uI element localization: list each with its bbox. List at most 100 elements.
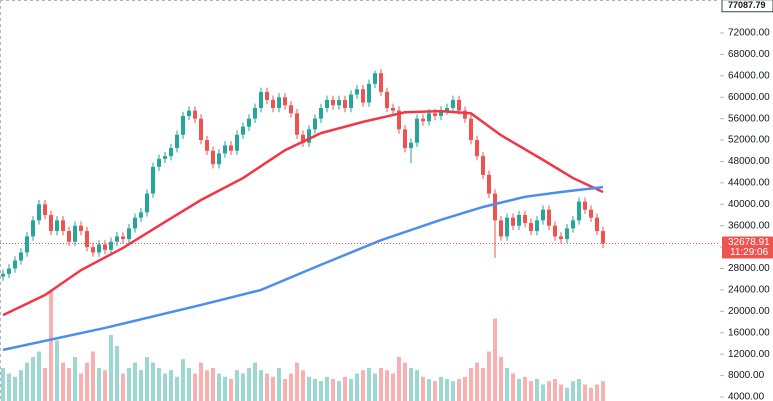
candle-body — [367, 83, 371, 103]
candle-body — [55, 220, 59, 232]
candle-body — [199, 118, 203, 141]
max-price-label: 77087.79 — [728, 0, 766, 10]
candle-body — [253, 107, 257, 119]
candle-body — [547, 209, 551, 226]
candle-body — [445, 107, 449, 111]
volume-bar — [13, 376, 17, 401]
candle-body — [433, 113, 437, 116]
volume-bar — [469, 368, 473, 401]
candle-body — [85, 231, 89, 248]
volume-bar — [175, 376, 179, 401]
volume-bar — [253, 362, 257, 401]
volume-bar — [403, 362, 407, 401]
volume-bar — [139, 370, 143, 401]
candle-body — [409, 142, 413, 149]
candle-body — [127, 228, 131, 240]
candle-body — [223, 145, 227, 154]
volume-bar — [229, 379, 233, 401]
moving-average-line — [2, 185, 604, 352]
volume-bar — [415, 370, 419, 401]
volume-bar — [493, 318, 497, 401]
volume-bar — [235, 370, 239, 401]
candle-body — [265, 91, 269, 100]
volume-bar — [193, 373, 197, 401]
candle-body — [391, 107, 395, 111]
volume-bar — [361, 370, 365, 401]
volume-bar — [145, 357, 149, 401]
candle-body — [259, 91, 263, 108]
candle-body — [427, 113, 431, 122]
volume-bar — [97, 368, 101, 401]
candle-body — [337, 99, 341, 106]
volume-bar — [43, 368, 47, 401]
volume-bar — [559, 384, 563, 401]
candle-body — [475, 140, 479, 157]
candle-body — [577, 201, 581, 221]
candle-body — [601, 231, 605, 244]
volume-bar — [349, 379, 353, 401]
volume-bar — [259, 370, 263, 401]
candle-body — [523, 215, 527, 224]
candle-body — [595, 217, 599, 232]
candle-body — [499, 220, 503, 237]
volume-bar — [433, 381, 437, 401]
candle-body — [163, 156, 167, 159]
candle-body — [463, 110, 467, 119]
candle-body — [289, 105, 293, 114]
volume-bar — [547, 381, 551, 401]
candle-body — [43, 204, 47, 216]
candle-body — [571, 220, 575, 229]
volume-bar — [61, 362, 65, 401]
candle-body — [493, 193, 497, 221]
candle-body — [517, 215, 521, 226]
volume-bar — [181, 359, 185, 401]
last-price-label: 32678.91 — [728, 237, 770, 248]
candle-body — [211, 150, 215, 165]
volume-bar — [187, 368, 191, 401]
volume-bar — [1, 368, 5, 401]
volume-bar — [7, 373, 11, 401]
volume-bar — [247, 368, 251, 401]
volume-bar — [367, 368, 371, 401]
y-tick-label: 56000.00 — [728, 113, 770, 124]
candle-body — [271, 99, 275, 108]
volume-bar — [541, 384, 545, 401]
candle-body — [379, 73, 383, 92]
volume-bar — [583, 384, 587, 401]
candle-body — [235, 134, 239, 151]
volume-bar — [337, 381, 341, 401]
volume-bar — [391, 373, 395, 401]
candle-body — [139, 212, 143, 218]
volume-bar — [205, 370, 209, 401]
volume-bar — [439, 376, 443, 401]
candle-body — [439, 110, 443, 116]
candle-body — [277, 97, 281, 108]
candle-body — [583, 201, 587, 210]
candle-body — [13, 260, 17, 269]
volume-bar — [535, 379, 539, 401]
y-tick-label: 28000.00 — [728, 263, 770, 274]
candle-body — [541, 209, 545, 221]
candle-body — [415, 118, 419, 143]
candle-body — [283, 97, 287, 106]
volume-bar — [379, 368, 383, 401]
candle-body — [373, 73, 377, 84]
volume-bar — [505, 368, 509, 401]
candle-body — [73, 225, 77, 242]
moving-average-line — [2, 109, 604, 317]
candle-body — [559, 236, 563, 240]
candle-body — [247, 118, 251, 127]
candle-body — [457, 99, 461, 111]
volume-bar — [529, 381, 533, 401]
candle-body — [313, 118, 317, 130]
candle-body — [343, 99, 347, 108]
candle-body — [511, 217, 515, 226]
candle-body — [295, 113, 299, 135]
volume-bar — [385, 370, 389, 401]
volume-bar — [421, 376, 425, 401]
candle-body — [19, 252, 23, 261]
volume-bar — [475, 362, 479, 401]
volume-bar — [223, 376, 227, 401]
candle-body — [487, 174, 491, 194]
